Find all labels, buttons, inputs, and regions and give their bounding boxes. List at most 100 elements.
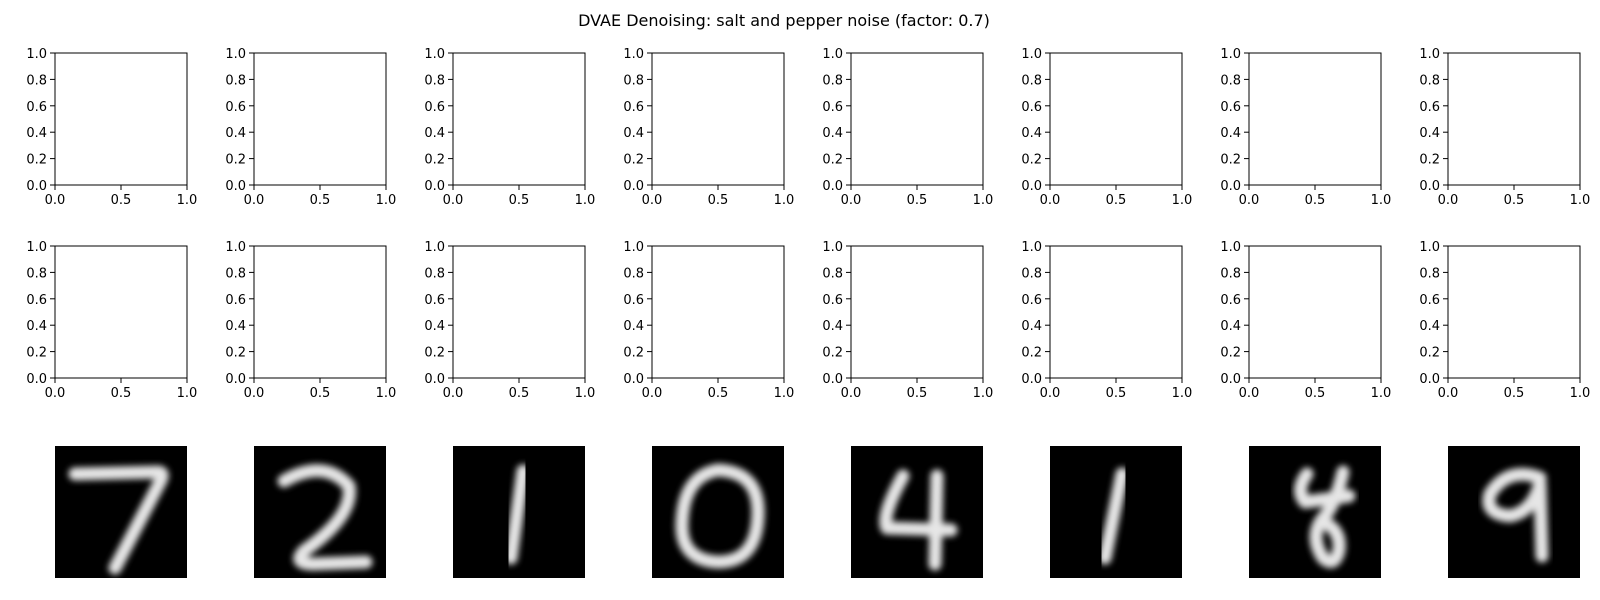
x-tick-label: 0.0 — [1438, 386, 1459, 401]
y-tick-label: 0.2 — [1021, 153, 1042, 168]
y-tick-label: 0.4 — [1419, 319, 1440, 334]
digit-image-1 — [1050, 446, 1182, 578]
y-tick-label: 0.2 — [623, 346, 644, 361]
y-tick-label: 0.0 — [225, 372, 246, 387]
x-tick-label: 0.0 — [244, 386, 265, 401]
x-tick-label: 0.5 — [310, 386, 331, 401]
axes-frame — [651, 52, 785, 186]
y-tick-label: 1.0 — [1021, 47, 1042, 62]
x-tick-label: 0.5 — [111, 386, 132, 401]
axes-panel: 0.0 0.5 1.0 0.0 0.2 0.4 0.6 0.8 1.0 — [424, 240, 595, 401]
y-tick-label: 0.2 — [424, 346, 445, 361]
axes-frame — [54, 245, 188, 379]
axes-frame — [452, 52, 586, 186]
y-tick-label: 0.6 — [1021, 293, 1042, 308]
y-tick-label: 0.2 — [1419, 346, 1440, 361]
axes-panel: 0.0 0.5 1.0 0.0 0.2 0.4 0.6 0.8 1.0 — [1220, 47, 1391, 208]
x-tick-label: 0.0 — [1239, 193, 1260, 208]
x-tick-label: 0.0 — [244, 193, 265, 208]
x-tick-label: 0.0 — [1438, 193, 1459, 208]
x-tick-label: 1.0 — [1172, 386, 1193, 401]
y-tick-label: 0.8 — [424, 266, 445, 281]
y-tick-label: 0.4 — [26, 319, 47, 334]
x-tick-label: 1.0 — [973, 193, 994, 208]
y-tick-label: 0.8 — [1419, 73, 1440, 88]
digit-image-7 — [55, 446, 187, 578]
x-tick-label: 0.0 — [45, 386, 66, 401]
y-tick-label: 0.2 — [225, 346, 246, 361]
y-tick-label: 0.4 — [1220, 126, 1241, 141]
y-tick-label: 1.0 — [424, 47, 445, 62]
x-tick-label: 1.0 — [774, 386, 795, 401]
x-tick-label: 1.0 — [177, 193, 198, 208]
axes-panel: 0.0 0.5 1.0 0.0 0.2 0.4 0.6 0.8 1.0 — [26, 47, 197, 208]
y-tick-label: 0.2 — [26, 346, 47, 361]
digit-image-2 — [254, 446, 386, 578]
axes-panel: 0.0 0.5 1.0 0.0 0.2 0.4 0.6 0.8 1.0 — [225, 240, 396, 401]
x-tick-label: 0.0 — [1040, 386, 1061, 401]
y-tick-label: 1.0 — [1220, 240, 1241, 255]
x-tick-label: 0.5 — [907, 386, 928, 401]
x-tick-label: 0.5 — [111, 193, 132, 208]
y-tick-label: 1.0 — [1021, 240, 1042, 255]
y-tick-label: 0.6 — [822, 293, 843, 308]
y-tick-label: 1.0 — [1419, 240, 1440, 255]
axes-frame — [54, 52, 188, 186]
x-tick-label: 1.0 — [1570, 386, 1591, 401]
y-tick-label: 0.6 — [424, 293, 445, 308]
y-tick-label: 1.0 — [26, 240, 47, 255]
x-tick-label: 0.0 — [841, 386, 862, 401]
y-tick-label: 0.8 — [26, 266, 47, 281]
x-tick-label: 0.5 — [310, 193, 331, 208]
digit-stroke — [68, 465, 169, 575]
y-tick-label: 0.6 — [225, 100, 246, 115]
x-tick-label: 0.5 — [1106, 193, 1127, 208]
x-tick-label: 1.0 — [973, 386, 994, 401]
x-tick-label: 0.5 — [708, 193, 729, 208]
axes-panel: 0.0 0.5 1.0 0.0 0.2 0.4 0.6 0.8 1.0 — [623, 240, 794, 401]
x-tick-label: 0.5 — [509, 386, 530, 401]
digit-stroke — [1294, 465, 1356, 569]
y-tick-label: 0.6 — [822, 100, 843, 115]
y-tick-label: 0.8 — [225, 73, 246, 88]
y-tick-label: 1.0 — [623, 47, 644, 62]
y-tick-label: 0.8 — [424, 73, 445, 88]
x-tick-label: 0.0 — [443, 193, 464, 208]
y-tick-label: 0.4 — [822, 126, 843, 141]
digit-stroke — [504, 464, 530, 565]
digit-image-9 — [1448, 446, 1580, 578]
y-tick-label: 0.0 — [1021, 179, 1042, 194]
y-tick-label: 0.2 — [26, 153, 47, 168]
figure-title: DVAE Denoising: salt and pepper noise (f… — [578, 11, 990, 30]
x-tick-label: 0.0 — [1040, 193, 1061, 208]
y-tick-label: 0.0 — [822, 179, 843, 194]
axes-frame — [1049, 245, 1183, 379]
axes-panel: 0.0 0.5 1.0 0.0 0.2 0.4 0.6 0.8 1.0 — [1021, 240, 1192, 401]
y-tick-label: 0.6 — [1220, 293, 1241, 308]
y-tick-label: 0.0 — [1220, 179, 1241, 194]
y-tick-label: 0.2 — [1220, 346, 1241, 361]
y-tick-label: 0.8 — [1021, 73, 1042, 88]
y-tick-label: 0.6 — [1419, 293, 1440, 308]
y-tick-label: 0.6 — [1021, 100, 1042, 115]
digit-image-4 — [851, 446, 983, 578]
y-tick-label: 0.8 — [225, 266, 246, 281]
y-tick-label: 0.6 — [424, 100, 445, 115]
y-tick-label: 0.8 — [623, 73, 644, 88]
axes-frame — [1248, 52, 1382, 186]
x-tick-label: 0.5 — [907, 193, 928, 208]
y-tick-label: 1.0 — [225, 240, 246, 255]
y-tick-label: 0.2 — [1021, 346, 1042, 361]
digit-stroke — [1482, 468, 1549, 563]
image-background — [851, 446, 983, 578]
y-tick-label: 0.4 — [225, 319, 246, 334]
y-tick-label: 0.6 — [1419, 100, 1440, 115]
x-tick-label: 1.0 — [774, 193, 795, 208]
axes-frame — [253, 245, 387, 379]
axes-frame — [1447, 245, 1581, 379]
y-tick-label: 0.0 — [424, 179, 445, 194]
digit-image-4 — [1249, 446, 1381, 578]
y-tick-label: 0.4 — [623, 126, 644, 141]
x-tick-label: 0.5 — [509, 193, 530, 208]
